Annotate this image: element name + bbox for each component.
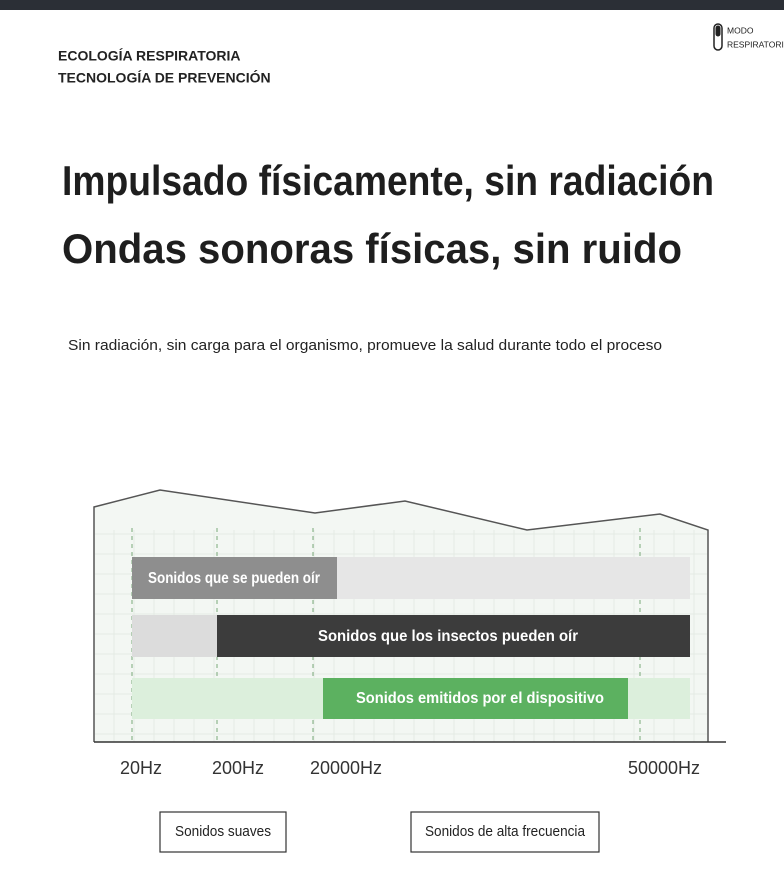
bar xyxy=(323,678,628,719)
range-box xyxy=(159,811,287,853)
frequency-label: 20Hz xyxy=(120,758,162,778)
subtitle: Sin radiación, sin carga para el organis… xyxy=(68,337,662,354)
brand-line: ECOLOGÍA RESPIRATORIA xyxy=(58,48,241,64)
range-box xyxy=(410,811,600,853)
bar-label: Sonidos que los insectos pueden oír xyxy=(318,628,578,645)
headline: Impulsado físicamente, sin radiación xyxy=(62,157,714,204)
range-label: Sonidos de alta frecuencia xyxy=(425,823,586,840)
frequency-label: 200Hz xyxy=(212,758,264,778)
brand-line: TECNOLOGÍA DE PREVENCIÓN xyxy=(58,69,271,86)
top-strip xyxy=(0,0,784,10)
mode-label: MODO xyxy=(727,25,754,35)
bar-label: Sonidos que se pueden oír xyxy=(148,570,320,587)
diagram: Sonidos que se pueden oír Sonidos que lo… xyxy=(93,489,726,853)
bar-label: Sonidos emitidos por el dispositivo xyxy=(356,690,604,707)
outline xyxy=(93,489,709,742)
bar-track xyxy=(132,615,217,657)
range-label: Sonidos suaves xyxy=(175,823,271,840)
frequency-label: 20000Hz xyxy=(310,758,382,778)
frequency-label: 50000Hz xyxy=(628,758,700,778)
mode-label: RESPIRATORIO xyxy=(727,39,784,49)
bar xyxy=(217,615,690,657)
bar xyxy=(132,557,337,599)
toggle-knob xyxy=(715,25,721,37)
headline: Ondas sonoras físicas, sin ruido xyxy=(62,225,682,272)
